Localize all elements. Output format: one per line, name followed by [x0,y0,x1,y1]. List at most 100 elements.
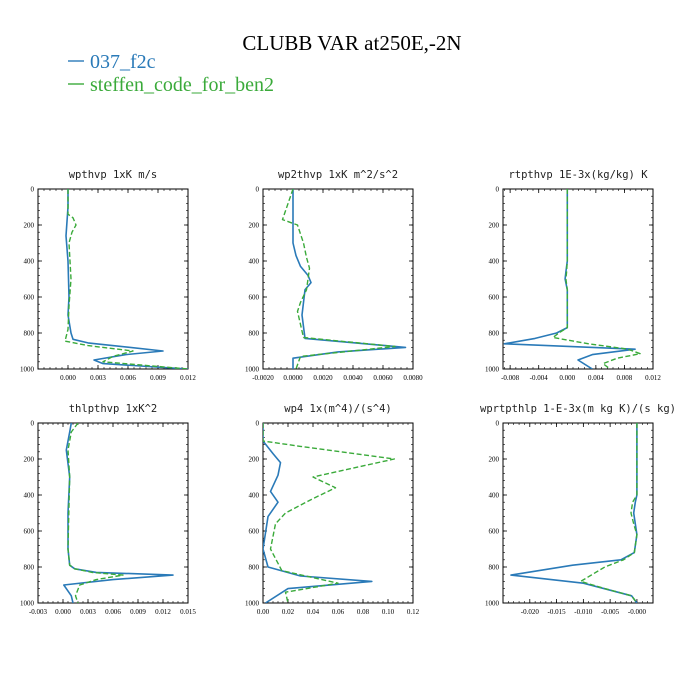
legend: 037_f2c steffen_code_for_ben2 [68,51,274,96]
x-tick-label: 0.000 [55,608,71,616]
y-tick-label: 800 [489,564,500,572]
panel-title: wprtpthlp 1-E-3x(m kg K)/(s kg) [480,403,676,415]
x-tick-label: 0.0080 [403,374,423,382]
panel-3: rtpthvp 1E-3x(kg/kg) K -0.008 -0.004 0.000 0… [485,169,661,382]
y-tick-label: 0 [31,186,35,194]
panel-title: thlpthvp 1xK^2 [69,403,158,415]
x-tick-label: 0.10 [382,608,395,616]
x-tick-label: -0.004 [530,374,549,382]
x-tick-label: 0.012 [645,374,661,382]
y-tick-label: 400 [249,492,260,500]
x-tick-label: 0.0020 [313,374,333,382]
x-tick-label: 0.009 [130,608,146,616]
x-tick-label: 0.12 [407,608,420,616]
y-tick-label: 600 [489,294,500,302]
panel-2: wp2thvp 1xK m^2/s^2 -0.0020 0.0000 0.0020 0.… [245,169,423,382]
y-tick-label: 0 [256,186,260,194]
y-tick-label: 800 [249,564,260,572]
y-tick-label: 800 [24,564,35,572]
y-tick-label: 600 [249,294,260,302]
series-line-037_f2c [263,423,373,603]
x-tick-label: 0.003 [80,608,96,616]
series-line-steffen_code_for_ben2 [64,189,188,369]
x-tick-label: 0.008 [617,374,633,382]
x-tick-label: 0.004 [588,374,604,382]
y-tick-label: 200 [249,222,260,230]
y-tick-label: 0 [496,420,500,428]
x-tick-label: 0.009 [150,374,166,382]
y-tick-label: 1000 [245,366,260,374]
panel-5: wp4 1x(m^4)/(s^4) 0.00 0.02 0.04 0.06 0.08 0.1… [245,403,420,616]
y-tick-label: 600 [489,528,500,536]
x-tick-label: -0.005 [601,608,620,616]
plot-frame [262,188,414,370]
x-tick-label: 0.0040 [343,374,363,382]
legend-label-steffen: steffen_code_for_ben2 [90,74,274,96]
series-line-steffen_code_for_ben2 [552,189,641,369]
x-tick-label: 0.02 [282,608,295,616]
x-tick-label: 0.012 [155,608,171,616]
series-line-steffen_code_for_ben2 [580,423,638,603]
legend-label-037_f2c: 037_f2c [90,51,156,73]
y-tick-label: 400 [489,492,500,500]
x-tick-label: 0.000 [559,374,575,382]
x-tick-label: -0.020 [521,608,540,616]
x-tick-label: 0.00 [257,608,270,616]
y-tick-label: 0 [496,186,500,194]
panel-1: wpthvp 1xK m/s 0.000 0.003 0.006 0.009 0.012 0… [20,169,196,382]
x-tick-label: 0.006 [105,608,121,616]
series-line-steffen_code_for_ben2 [281,189,396,369]
y-tick-label: 400 [24,258,35,266]
x-tick-label: -0.000 [628,608,647,616]
y-tick-label: 600 [24,294,35,302]
y-tick-label: 200 [489,456,500,464]
plot-frame [37,188,189,370]
plot-frame [502,188,654,370]
y-tick-label: 600 [24,528,35,536]
panel-title: wpthvp 1xK m/s [69,169,158,181]
y-tick-label: 600 [249,528,260,536]
x-tick-label: 0.006 [120,374,136,382]
x-tick-label: 0.06 [332,608,345,616]
x-tick-label: -0.0020 [252,374,274,382]
panel-grid: wpthvp 1xK m/s0.000 0.003 0.006 0.009 0.0120… [20,169,676,616]
y-tick-label: 400 [249,258,260,266]
y-tick-label: 0 [256,420,260,428]
x-tick-label: 0.015 [180,608,196,616]
x-tick-label: 0.000 [60,374,76,382]
y-tick-label: 800 [489,330,500,338]
y-tick-label: 1000 [485,366,500,374]
y-tick-label: 400 [24,492,35,500]
x-tick-label: 0.04 [307,608,320,616]
panel-title: wp4 1x(m^4)/(s^4) [284,403,391,415]
y-tick-label: 200 [489,222,500,230]
series-line-037_f2c [65,189,188,369]
y-tick-label: 200 [249,456,260,464]
y-tick-label: 1000 [485,600,500,608]
series-line-steffen_code_for_ben2 [67,423,124,603]
panel-title: rtpthvp 1E-3x(kg/kg) K [508,169,648,181]
y-tick-label: 400 [489,258,500,266]
x-tick-label: 0.0060 [373,374,393,382]
y-tick-label: 1000 [245,600,260,608]
y-tick-label: 200 [24,222,35,230]
series-line-steffen_code_for_ben2 [263,423,395,603]
x-tick-label: 0.003 [90,374,106,382]
panel-6: wprtpthlp 1-E-3x(m kg K)/(s kg) -0.020 -0.… [480,403,676,616]
series-line-037_f2c [62,423,174,603]
y-tick-label: 1000 [20,366,35,374]
x-tick-label: -0.010 [574,608,593,616]
x-tick-label: 0.08 [357,608,370,616]
x-tick-label: 0.0000 [283,374,303,382]
y-tick-label: 800 [249,330,260,338]
panel-4: thlpthvp 1xK^2 -0.003 0.000 0.003 0.006 0.009… [20,403,196,616]
panel-title: wp2thvp 1xK m^2/s^2 [278,169,398,181]
x-tick-label: -0.003 [29,608,48,616]
x-tick-label: 0.012 [180,374,196,382]
y-tick-label: 800 [24,330,35,338]
figure-title: CLUBB VAR at250E,-2N [242,31,461,55]
x-tick-label: -0.015 [548,608,567,616]
y-tick-label: 0 [31,420,35,428]
y-tick-label: 200 [24,456,35,464]
